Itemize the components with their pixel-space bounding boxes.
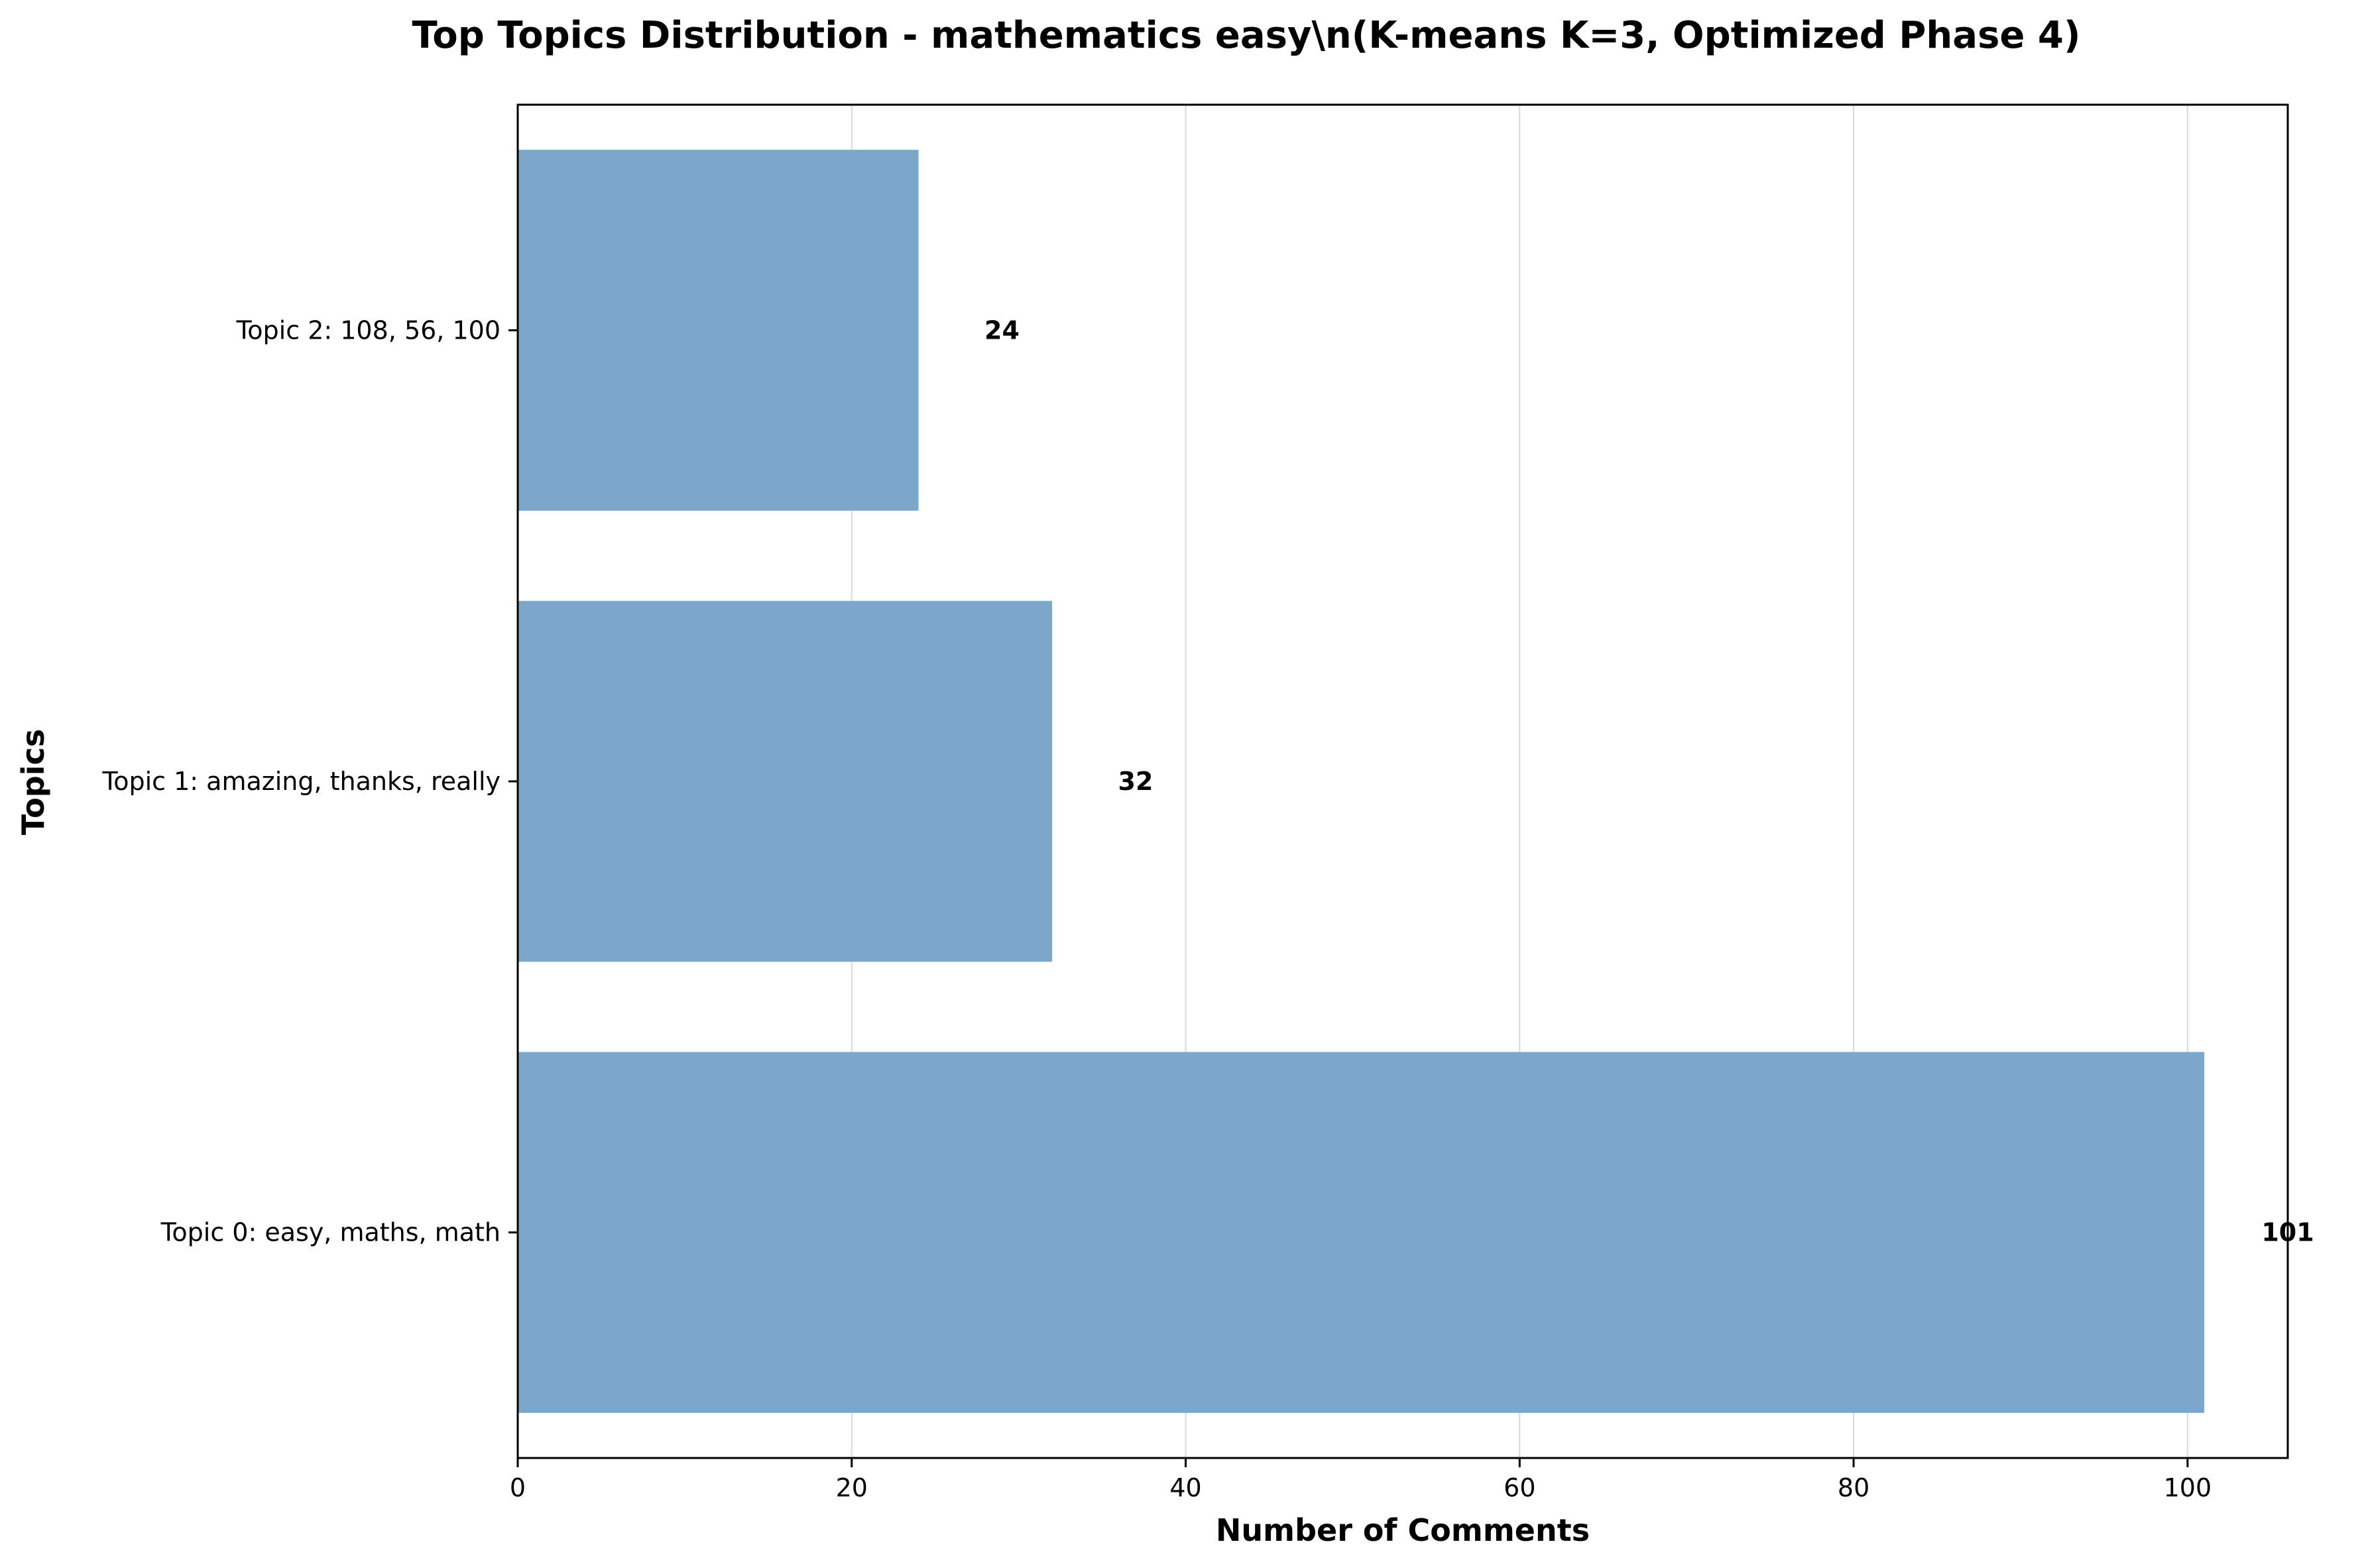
- bar-topic-1: [518, 600, 1053, 962]
- data-labels: 101 32 24: [984, 315, 2314, 1247]
- x-tick-label: 60: [1504, 1473, 1535, 1502]
- y-tick-label: Topic 1: amazing, thanks, really: [101, 767, 501, 796]
- x-tick-label: 20: [836, 1473, 868, 1502]
- data-label: 24: [984, 315, 1020, 345]
- data-label: 32: [1118, 767, 1153, 796]
- bar-topic-0: [518, 1052, 2205, 1413]
- x-tick-label: 80: [1838, 1473, 1869, 1502]
- x-tick-label: 100: [2164, 1473, 2212, 1502]
- data-label: 101: [2261, 1218, 2314, 1247]
- chart-title: Top Topics Distribution - mathematics ea…: [412, 14, 2081, 57]
- y-tick-label: Topic 2: 108, 56, 100: [236, 315, 501, 345]
- y-tick-label: Topic 0: easy, maths, math: [160, 1218, 501, 1247]
- x-tick-label: 0: [510, 1473, 526, 1502]
- x-axis-ticks: 0 20 40 60 80 100: [510, 1458, 2212, 1502]
- bar-topic-2: [518, 150, 919, 511]
- y-axis-title: Topics: [15, 729, 51, 835]
- x-tick-label: 40: [1169, 1473, 1201, 1502]
- x-axis-title: Number of Comments: [1216, 1512, 1590, 1548]
- bars: [518, 150, 2205, 1413]
- y-axis-ticks: Topic 0: easy, maths, math Topic 1: amazi…: [101, 315, 518, 1247]
